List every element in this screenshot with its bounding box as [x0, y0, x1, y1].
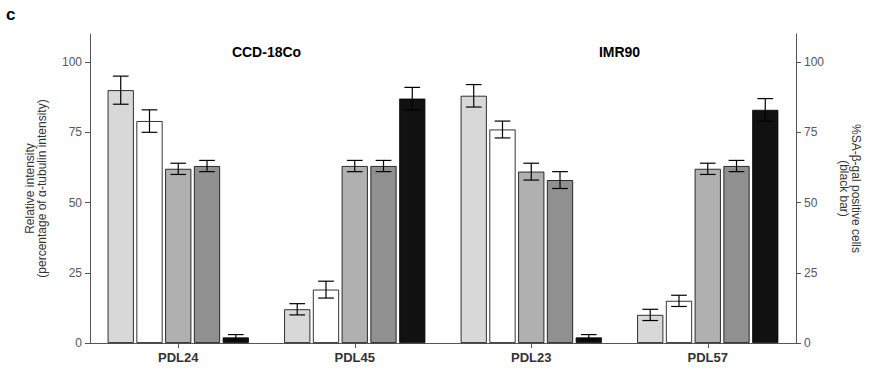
svg-text:25: 25: [69, 266, 83, 280]
svg-text:100: 100: [804, 55, 824, 69]
svg-text:75: 75: [69, 125, 83, 139]
svg-text:75: 75: [804, 125, 818, 139]
svg-text:(black bar): (black bar): [837, 160, 851, 217]
svg-text:0: 0: [804, 336, 811, 350]
svg-text:PDL23: PDL23: [511, 350, 551, 365]
svg-text:0: 0: [75, 336, 82, 350]
svg-text:50: 50: [69, 196, 83, 210]
svg-text:25: 25: [804, 266, 818, 280]
svg-text:PDL57: PDL57: [688, 350, 728, 365]
svg-text:%SA-β-gal positive cells: %SA-β-gal positive cells: [849, 124, 863, 253]
svg-text:c: c: [6, 5, 15, 24]
svg-text:100: 100: [62, 55, 82, 69]
svg-text:PDL24: PDL24: [158, 350, 199, 365]
svg-text:CCD-18Co: CCD-18Co: [232, 44, 301, 60]
svg-text:Relative intensity: Relative intensity: [23, 143, 37, 234]
svg-text:50: 50: [804, 196, 818, 210]
svg-text:(percentage of α-tubulin inten: (percentage of α-tubulin intensity): [35, 99, 49, 277]
svg-text:IMR90: IMR90: [599, 44, 640, 60]
svg-text:PDL45: PDL45: [335, 350, 375, 365]
